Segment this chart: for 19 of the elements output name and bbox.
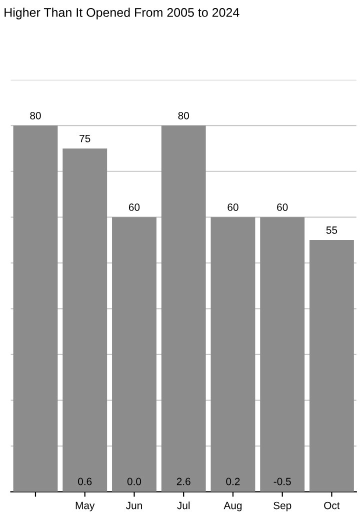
x-tick-label: Jun	[126, 502, 142, 510]
annotation: 0.2	[226, 478, 240, 486]
x-tick-label: Oct	[324, 502, 340, 510]
annotation: 2.6	[176, 478, 190, 486]
annotation: 0.0	[127, 478, 142, 486]
x-tick-label: Aug	[224, 502, 242, 512]
data-label: 55	[326, 226, 338, 234]
x-tick-label: Sep	[274, 502, 292, 512]
annotation: -0.5	[274, 478, 291, 486]
data-label: 60	[277, 204, 288, 211]
data-label: 60	[228, 204, 238, 211]
chart-title: Higher Than It Opened From 2005 to 2024	[4, 8, 240, 20]
data-label: 80	[30, 112, 41, 120]
data-label: 60	[128, 204, 140, 211]
annotation: 0.6	[78, 478, 92, 486]
data-label: 80	[178, 112, 189, 120]
x-tick-label: Jul	[177, 502, 190, 510]
data-label: 75	[80, 134, 90, 142]
x-tick-label: May	[76, 502, 95, 512]
